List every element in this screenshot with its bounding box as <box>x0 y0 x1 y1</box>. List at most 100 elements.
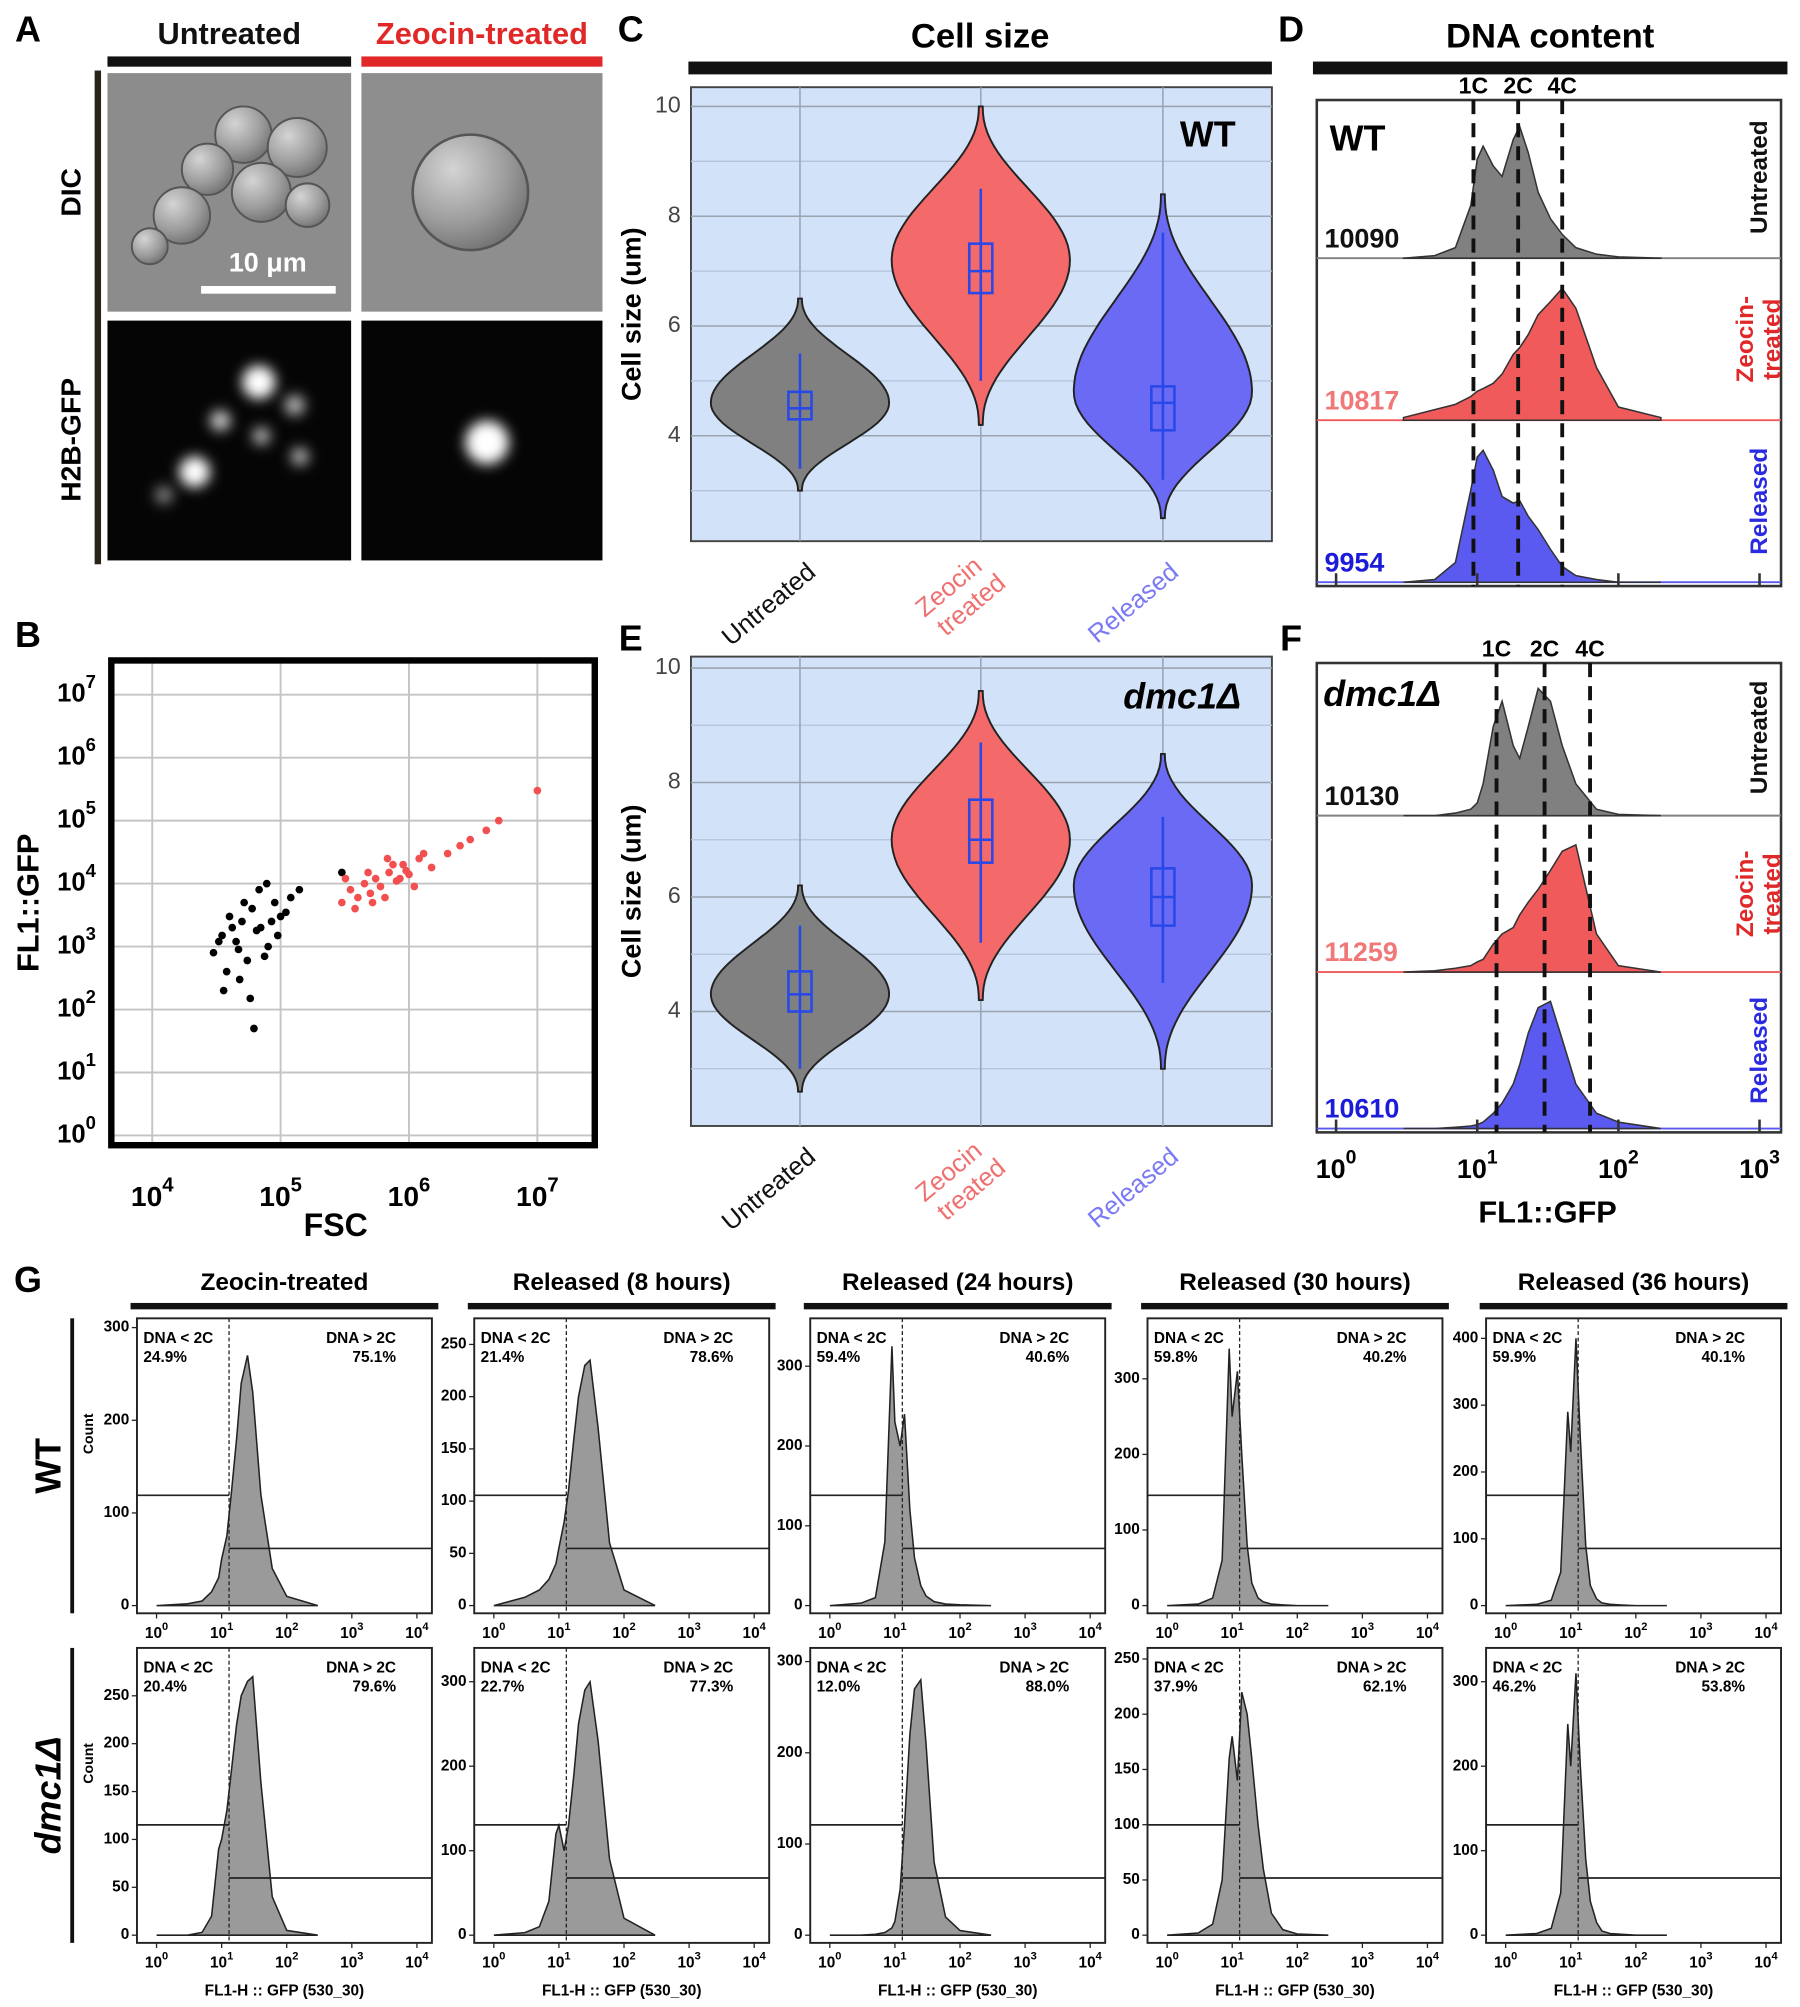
tick-exponent: 0 <box>1511 1621 1517 1633</box>
tick-label: 102 <box>57 986 96 1022</box>
histogram-area <box>156 1675 318 1936</box>
tick-exponent: 1 <box>1576 1621 1582 1633</box>
tick-label: 103 <box>1351 1950 1374 1971</box>
tick-base: 10 <box>57 994 86 1022</box>
tick-exponent: 2 <box>292 1950 298 1962</box>
gate-percent: 40.6% <box>1026 1349 1070 1366</box>
tick-exponent: 5 <box>291 1175 302 1197</box>
point <box>225 912 234 921</box>
tick-base: 10 <box>1689 1625 1706 1642</box>
nuclei <box>154 365 509 504</box>
tick-base: 10 <box>57 1057 86 1085</box>
tick-base: 10 <box>1286 1954 1303 1971</box>
tick-label: 0 <box>458 1597 467 1614</box>
point <box>222 967 231 976</box>
tick-base: 10 <box>145 1954 162 1971</box>
tick-exponent: 4 <box>86 860 97 881</box>
tick-label: 150 <box>1114 1761 1140 1778</box>
tick-base: 10 <box>275 1954 292 1971</box>
tick-base: 10 <box>482 1954 499 1971</box>
tick-label: 104 <box>743 1950 767 1971</box>
point <box>346 885 355 894</box>
tick-exponent: 0 <box>1173 1950 1179 1962</box>
tick-label: 10 <box>655 92 681 118</box>
box <box>1150 385 1176 432</box>
point <box>243 956 252 965</box>
gate-label: DNA > 2C <box>1675 1330 1745 1347</box>
column-bar <box>803 1302 1112 1310</box>
gate-percent: 37.9% <box>1154 1679 1198 1696</box>
x-axis-label: FL1-H :: GFP (530_30) <box>1215 1983 1375 2000</box>
cells <box>130 105 331 266</box>
event-count: 11259 <box>1324 937 1397 967</box>
point <box>270 898 279 907</box>
x-axis-label: FL1-H :: GFP (530_30) <box>542 1983 702 2000</box>
tick-base: 10 <box>1559 1625 1576 1642</box>
tick-label: 104 <box>1754 1950 1778 1971</box>
tick-exponent: 3 <box>1031 1621 1037 1633</box>
title-bar <box>1312 61 1788 75</box>
point <box>295 885 304 894</box>
series-label: Zeocin-treated <box>1733 851 1787 938</box>
tick-label: 200 <box>441 1757 467 1774</box>
x-axis-label: FL1-H :: GFP (530_30) <box>878 1983 1038 2000</box>
tick-label: 100 <box>1114 1521 1140 1538</box>
tick-label: 101 <box>1559 1621 1582 1642</box>
x-axis-label: FL1-H :: GFP (530_30) <box>205 1983 364 2000</box>
tick-label: 102 <box>948 1621 971 1642</box>
plot-frame <box>1146 1317 1444 1615</box>
tick-exponent: 3 <box>86 923 96 944</box>
tick-label: 6 <box>668 882 681 908</box>
tick-label: 100 <box>145 1950 168 1971</box>
tick-exponent: 4 <box>1771 1950 1778 1962</box>
plot-frame <box>1485 1646 1782 1944</box>
tick-base: 10 <box>547 1625 564 1642</box>
tick-label: 101 <box>1221 1621 1244 1642</box>
tick-base: 10 <box>1286 1625 1303 1642</box>
panel-label: A <box>15 10 41 50</box>
point <box>351 904 359 913</box>
column-title: Released (30 hours) <box>1179 1269 1411 1296</box>
column-bar <box>1141 1302 1449 1310</box>
box <box>967 242 994 295</box>
tick-base: 10 <box>1155 1625 1172 1642</box>
tick-exponent: 1 <box>1576 1950 1582 1962</box>
tick-exponent: 1 <box>86 1049 96 1070</box>
histogram-area <box>1505 1673 1667 1936</box>
point <box>383 854 392 863</box>
tick-base: 10 <box>818 1954 835 1971</box>
tick-exponent: 3 <box>695 1621 701 1633</box>
ploidy-label: 2C <box>1503 72 1533 98</box>
ploidy-label: 1C <box>1482 635 1512 661</box>
point <box>260 952 269 961</box>
tick-label: 105 <box>57 797 96 833</box>
tick-base: 10 <box>1624 1625 1641 1642</box>
tick-exponent: 4 <box>760 1621 767 1633</box>
tick-base: 10 <box>57 805 86 833</box>
tick-label: 0 <box>121 1926 130 1943</box>
strain-label: dmc1Δ <box>1323 674 1441 714</box>
gate-percent: 53.8% <box>1702 1679 1746 1696</box>
gate-percent: 62.1% <box>1363 1679 1407 1696</box>
column-bar <box>1479 1302 1788 1310</box>
tick-label: 104 <box>57 860 97 896</box>
tick-base: 10 <box>1754 1625 1771 1642</box>
point <box>234 945 243 954</box>
point <box>338 868 346 877</box>
tick-label: 103 <box>677 1950 700 1971</box>
tick-exponent: 2 <box>292 1621 298 1633</box>
tick-base: 10 <box>1316 1154 1346 1184</box>
gate-label: DNA < 2C <box>817 1660 887 1677</box>
tick-exponent: 2 <box>1628 1147 1639 1169</box>
tick-exponent: 3 <box>1031 1950 1037 1962</box>
tick-label: 104 <box>1754 1621 1778 1642</box>
histogram-area <box>829 1677 992 1936</box>
tick-label: 0 <box>1131 1926 1140 1943</box>
tick-label: 102 <box>612 1621 635 1642</box>
tick-base: 10 <box>1739 1154 1769 1184</box>
tick-label: 4 <box>668 421 681 447</box>
gate-percent: 59.9% <box>1492 1349 1536 1366</box>
tick-label: 101 <box>1559 1950 1582 1971</box>
point <box>482 826 491 835</box>
tick-label: 10 <box>655 653 681 679</box>
